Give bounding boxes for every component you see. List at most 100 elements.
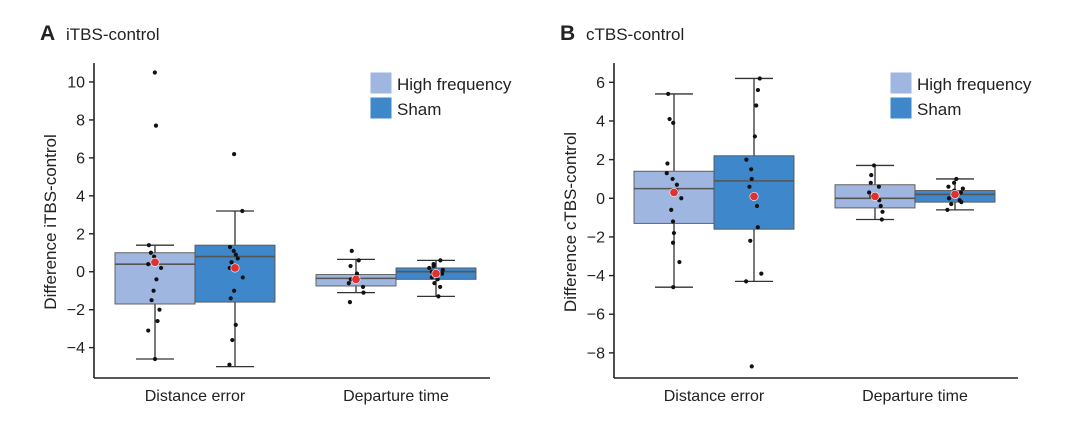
panel-a-legend-swatch-high-frequency <box>370 72 392 94</box>
panel-a-sham-distance-error-data-point <box>235 256 240 261</box>
panel-b-high-frequency-departure-time-data-point <box>878 203 883 209</box>
panel-a-high-frequency-departure-time-mean-marker <box>351 274 361 284</box>
panel-a-y-tick-label: 10 <box>67 74 85 91</box>
panel-b-high-frequency-departure-time-data-point <box>871 163 877 168</box>
panel-b-y-ticks: 6 4 2 0 −2 −4 −6 −8 <box>587 75 614 362</box>
panel-b-y-tick-label: 2 <box>596 152 605 169</box>
panel-b-high-frequency-distance-error-data-point <box>670 240 676 245</box>
panel-a-high-frequency-departure-time-data-point <box>361 290 366 295</box>
panel-b-sham-distance-error-data-point <box>744 157 749 162</box>
panel-a-y-tick-label: 4 <box>76 188 85 205</box>
panel-b-sham-departure-time-data-point <box>959 200 964 205</box>
panel-b-legend-swatch-high-frequency <box>890 72 912 94</box>
panel-a-sham-departure-time-data-point <box>427 265 432 271</box>
panel-a-legend: High frequency Sham <box>370 72 512 119</box>
panel-a-high-frequency-distance-error-data-point <box>152 70 157 75</box>
panel-a-sham-departure-time-data-point <box>431 263 436 269</box>
panel-a-high-frequency-distance-error-data-point <box>146 243 151 248</box>
panel-a-high-frequency-distance-error-data-point <box>149 298 154 303</box>
panel-a-sham-distance-error-data-point <box>233 322 238 327</box>
panel-b-sham-distance-error-data-point <box>744 279 749 284</box>
panel-b-sham-departure-time-mean-marker <box>950 189 960 199</box>
panel-a-title: iTBS-control <box>66 25 160 44</box>
panel-a-high-frequency-departure-time-data-point <box>347 299 353 305</box>
panel-b-high-frequency-departure-time-data-point <box>879 217 884 222</box>
panel-a-sham-distance-error-data-point <box>227 362 232 367</box>
panel-a-x-ticks: Distance error Departure time <box>145 388 449 405</box>
panel-b-high-frequency-distance-error-data-point <box>679 196 684 201</box>
panel-b-high-frequency-distance-error-data-point <box>677 259 682 265</box>
panel-a-high-frequency-distance-error-data-point <box>153 123 159 128</box>
panel-a-sham-distance-error-data-point <box>240 208 245 214</box>
panel-b-y-axis-label: Difference cTBS-control <box>561 132 580 312</box>
panel-a-high-frequency-distance-error-data-point <box>148 250 154 255</box>
panel-b-high-frequency-distance-error-data-point <box>674 182 679 187</box>
panel-b-sham-distance-error-data-point <box>755 87 761 93</box>
panel-b-legend-label: High frequency <box>917 75 1032 94</box>
panel-b-sham-departure-time-data-point <box>958 190 964 195</box>
panel-a-sham-departure-time-data-point <box>438 284 443 290</box>
panel-a-sham-distance-error-data-point <box>232 288 237 293</box>
panel-b-high-frequency-distance-error-mean-marker <box>669 187 679 197</box>
panel-b-high-frequency-distance-error-data-point <box>664 171 669 176</box>
panel-a-y-tick-label: −4 <box>67 340 85 357</box>
panel-b-high-frequency-departure-time-data-point <box>867 190 872 195</box>
panel-b-boxes <box>633 76 996 369</box>
panel-b-high-frequency-departure-time-data-point <box>876 184 881 189</box>
panel-b-sham-departure-time-data-point <box>951 180 957 185</box>
panel-b-y-tick-label: −2 <box>587 229 605 246</box>
panel-a-high-frequency-distance-error-data-point <box>155 318 160 324</box>
panel-b-sham-distance-error-data-point <box>749 364 754 369</box>
panel-a-high-frequency-distance-error-data-point <box>146 262 151 267</box>
panel-a-legend-swatch-sham <box>370 97 392 119</box>
panel-a-legend-label: Sham <box>397 100 441 119</box>
panel-a-letter: A <box>40 22 55 45</box>
panel-a-high-frequency-distance-error-data-point <box>151 288 156 293</box>
panel-b-y-tick-label: 4 <box>596 113 605 130</box>
panel-b-sham-distance-error-mean-marker <box>749 191 759 201</box>
panel-b-high-frequency-departure-time-data-point <box>868 180 873 185</box>
panel-a-high-frequency-departure-time-data-point <box>346 281 351 286</box>
panel-a-sham-distance-error-data-point <box>227 244 233 250</box>
panel-a-x-tick-label: Departure time <box>343 388 449 405</box>
panel-a-sham-distance-error-data-point <box>240 275 245 280</box>
panel-a-sham-departure-time-data-point <box>432 281 437 286</box>
panel-a-y-tick-label: −2 <box>67 302 85 319</box>
panel-b-high-frequency-departure-time-data-point <box>880 209 885 214</box>
panel-a-sham-distance-error-data-point <box>230 337 235 343</box>
panel-a-y-tick-label: 2 <box>76 226 85 243</box>
panel-a-high-frequency-distance-error-data-point <box>157 307 162 312</box>
panel-a-sham-distance-error-data-point <box>231 248 236 253</box>
panel-a-y-ticks: 10 8 6 4 2 0 −2 −4 <box>67 74 94 357</box>
panel-a-y-tick-label: 6 <box>76 150 85 167</box>
panel-b-sham-departure-time-data-point <box>954 176 959 182</box>
panel-b-legend-swatch-sham <box>890 97 912 119</box>
panel-a-high-frequency-distance-error-data-point <box>151 254 157 259</box>
panel-b-high-frequency-distance-error-data-point <box>671 230 677 236</box>
panel-a-high-frequency-distance-error-data-point <box>158 265 164 271</box>
panel-b-high-frequency-distance-error-data-point <box>665 161 670 166</box>
panel-a-y-axis-label: Difference iTBS-control <box>41 134 60 309</box>
panel-b-sham-distance-error-data-point <box>754 203 760 209</box>
panel-b-sham-distance-error-data-point <box>752 134 757 139</box>
panel-a-high-frequency-departure-time-data-point <box>349 248 354 253</box>
panel-a-sham-departure-time-mean-marker <box>431 269 441 279</box>
panel-a-high-frequency-departure-time-data-point <box>354 271 360 276</box>
panel-b-sham-distance-error-data-point <box>759 271 764 276</box>
panel-b-sham-departure-time-data-point <box>946 196 952 201</box>
panel-b-sham-distance-error-data-point <box>757 76 762 81</box>
panel-b-y-tick-label: −8 <box>587 345 605 362</box>
panel-b-x-ticks: Distance error Departure time <box>664 388 968 405</box>
panel-b-high-frequency-distance-error-data-point <box>667 116 672 122</box>
panel-b-sham-distance-error-data-point <box>747 184 752 189</box>
panel-b-sham-distance-error-data-point <box>749 167 754 172</box>
panel-a-high-frequency-distance-error-data-point <box>152 356 158 362</box>
panel-b-y-tick-label: 0 <box>596 191 605 208</box>
panel-b-x-tick-label: Departure time <box>862 388 968 405</box>
panel-a-boxes <box>114 70 477 368</box>
panel-b-legend: High frequency Sham <box>890 72 1032 119</box>
panel-a-sham-departure-time-data-point <box>435 277 440 282</box>
panel-a-sham-departure-time-data-point <box>436 294 441 299</box>
panel-b-x-tick-label: Distance error <box>664 388 765 405</box>
